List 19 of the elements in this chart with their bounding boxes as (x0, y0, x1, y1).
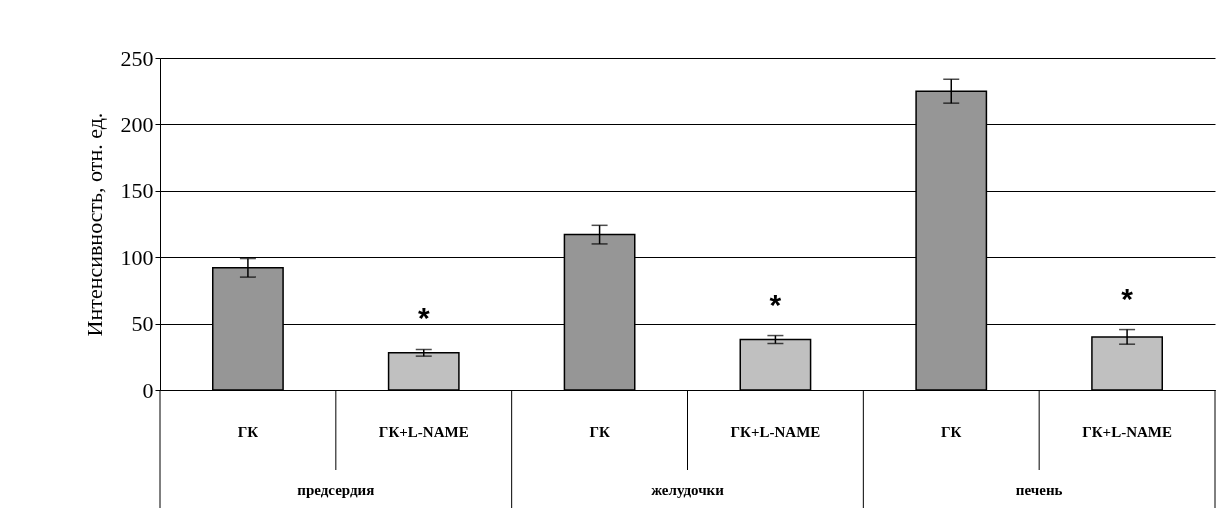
y-tick-label: 0 (142, 377, 154, 403)
y-tick-label: 200 (120, 111, 154, 137)
y-tick-label: 150 (120, 178, 154, 204)
text: печень (1015, 482, 1063, 498)
x-tick-label: ГК (589, 423, 610, 440)
y-tick-label: 50 (131, 311, 154, 337)
x-tick-label: ГК (941, 423, 962, 440)
x-tick-label: ГК+L-NAME (730, 423, 821, 440)
text: предсердия (297, 482, 375, 498)
x-tick-label: ГК (237, 423, 259, 440)
x-tick-label: ГК+L-NAME (1082, 423, 1172, 440)
y-axis-title: Интенсивность, отн. ед. (81, 112, 107, 337)
text: желудочки (651, 482, 725, 498)
x-tick-label: ГК+L-NAME (378, 423, 469, 440)
y-tick-label: 250 (120, 45, 154, 71)
annotation: * (1121, 281, 1134, 315)
y-tick-label: 100 (120, 244, 154, 270)
annotation: * (417, 301, 430, 335)
annotation: * (769, 287, 782, 321)
